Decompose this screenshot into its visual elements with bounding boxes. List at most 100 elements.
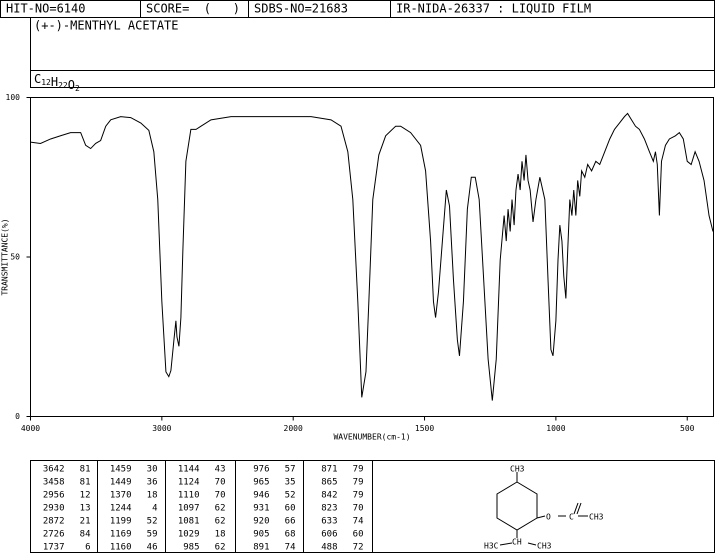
atom-label: H3C [484, 542, 499, 551]
score: SCORE= ( ) [146, 2, 240, 16]
peak-transmittance: 6 [85, 543, 90, 553]
formula-box [30, 70, 715, 88]
peak-wavenumber: 1124 [178, 478, 200, 488]
peak-wavenumber: 1029 [178, 530, 200, 540]
peak-transmittance: 35 [285, 478, 296, 488]
bond [499, 542, 513, 546]
bond [573, 502, 579, 515]
peak-wavenumber: 823 [321, 504, 337, 514]
peak-wavenumber: 1199 [110, 517, 132, 527]
peak-wavenumber: 1110 [178, 491, 200, 501]
peak-wavenumber: 2872 [43, 517, 65, 527]
peak-transmittance: 79 [353, 478, 364, 488]
peak-wavenumber: 985 [183, 543, 199, 553]
peak-transmittance: 81 [80, 478, 91, 488]
x-tick-label: 2000 [284, 424, 303, 433]
peak-transmittance: 12 [80, 491, 91, 501]
bond [576, 502, 582, 515]
peak-wavenumber: 931 [253, 504, 269, 514]
peak-transmittance: 70 [353, 504, 364, 514]
peak-wavenumber: 2930 [43, 504, 65, 514]
peak-wavenumber: 2726 [43, 530, 65, 540]
peak-wavenumber: 1449 [110, 478, 132, 488]
peak-transmittance: 4 [152, 504, 157, 514]
peak-transmittance: 36 [147, 478, 158, 488]
spectrum-line [30, 112, 714, 401]
peak-transmittance: 62 [215, 504, 226, 514]
y-axis-label: TRANSMITTANCE(%) [1, 218, 10, 295]
peak-wavenumber: 891 [253, 543, 269, 553]
peak-wavenumber: 3458 [43, 478, 65, 488]
peak-transmittance: 57 [285, 465, 296, 475]
x-axis-label: WAVENUMBER(cm-1) [333, 433, 410, 442]
atom-label: CH3 [537, 542, 552, 551]
x-tick-label: 500 [680, 424, 695, 433]
peak-transmittance: 72 [353, 543, 364, 553]
axes [26, 97, 688, 421]
peak-transmittance: 74 [353, 517, 364, 527]
y-tick-label: 50 [10, 253, 20, 262]
plot-frame [30, 97, 714, 417]
atom-label: O [546, 513, 551, 522]
peak-transmittance: 70 [215, 491, 226, 501]
atom-label: CH3 [510, 465, 525, 474]
bond [527, 542, 537, 546]
atom-label: CH3 [589, 513, 604, 522]
y-tick-label: 0 [15, 412, 20, 421]
peak-wavenumber: 1169 [110, 530, 132, 540]
peak-wavenumber: 905 [253, 530, 269, 540]
peak-transmittance: 43 [215, 465, 226, 475]
peak-wavenumber: 920 [253, 517, 269, 527]
ir-info: IR-NIDA-26337 : LIQUID FILM [396, 2, 591, 16]
atom-label: C [569, 513, 574, 522]
peak-transmittance: 70 [215, 478, 226, 488]
x-tick-label: 4000 [21, 424, 40, 433]
structure-box [372, 460, 715, 553]
bond [536, 515, 546, 519]
peak-wavenumber: 3642 [43, 465, 65, 475]
peak-wavenumber: 965 [253, 478, 269, 488]
x-tick-label: 1500 [415, 424, 434, 433]
atom-label: CH [512, 538, 522, 547]
peak-wavenumber: 976 [253, 465, 269, 475]
peak-transmittance: 59 [147, 530, 158, 540]
peak-transmittance: 18 [215, 530, 226, 540]
peak-transmittance: 66 [285, 517, 296, 527]
peak-wavenumber: 865 [321, 478, 337, 488]
peak-wavenumber: 1081 [178, 517, 200, 527]
peak-transmittance: 30 [147, 465, 158, 475]
peak-wavenumber: 488 [321, 543, 337, 553]
ring [496, 472, 538, 531]
peak-wavenumber: 606 [321, 530, 337, 540]
peak-wavenumber: 633 [321, 517, 337, 527]
structure: CH3 O C CH3 H3C CH CH3 [484, 465, 604, 551]
peak-wavenumber: 1244 [110, 504, 132, 514]
peak-transmittance: 62 [215, 543, 226, 553]
peak-wavenumber: 2956 [43, 491, 65, 501]
peak-transmittance: 13 [80, 504, 91, 514]
peak-wavenumber: 1144 [178, 465, 200, 475]
peak-transmittance: 74 [285, 543, 296, 553]
x-tick-label: 1000 [546, 424, 565, 433]
peak-transmittance: 21 [80, 517, 91, 527]
peak-wavenumber: 1097 [178, 504, 200, 514]
peak-transmittance: 68 [285, 530, 296, 540]
peak-wavenumber: 1160 [110, 543, 132, 553]
peak-transmittance: 52 [147, 517, 158, 527]
peak-transmittance: 60 [285, 504, 296, 514]
peak-transmittance: 81 [80, 465, 91, 475]
header-box [0, 0, 715, 18]
peak-wavenumber: 871 [321, 465, 337, 475]
peak-wavenumber: 1737 [43, 543, 65, 553]
x-tick-label: 3000 [152, 424, 171, 433]
hit-no: HIT-NO=6140 [6, 2, 85, 16]
peak-transmittance: 52 [285, 491, 296, 501]
peak-wavenumber: 1370 [110, 491, 132, 501]
peak-wavenumber: 946 [253, 491, 269, 501]
peak-transmittance: 79 [353, 465, 364, 475]
peak-transmittance: 79 [353, 491, 364, 501]
y-tick-label: 100 [6, 93, 21, 102]
peak-transmittance: 46 [147, 543, 158, 553]
